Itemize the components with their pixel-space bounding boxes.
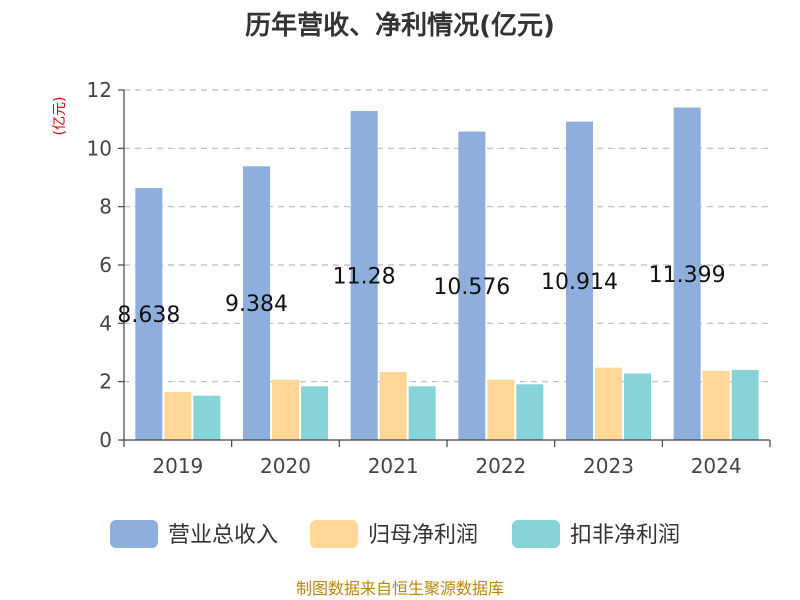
bars	[135, 107, 759, 441]
legend-label-2: 归母净利润	[368, 523, 478, 548]
data-labels: 8.638 9.384 11.28 10.576 10.914 11.399	[117, 263, 725, 328]
data-label-2024: 11.399	[649, 263, 726, 288]
bar-2021-3	[408, 386, 436, 440]
bar-2022-1	[458, 131, 486, 441]
data-label-2021: 11.28	[333, 265, 396, 290]
data-label-2022: 10.576	[433, 275, 510, 300]
y-tick-label: 8	[99, 195, 112, 219]
bar-2020-3	[301, 386, 328, 440]
legend-swatch-2	[310, 520, 358, 548]
y-axis-unit: (亿元)	[52, 97, 68, 136]
y-tick-label: 12	[87, 78, 112, 102]
bar-2024-2	[702, 370, 730, 440]
bar-2022-2	[487, 379, 515, 440]
axes: 0 2 4 6 8 10 12 2019 2020 2021 2022 2023 2024	[87, 78, 771, 478]
bar-2023-2	[595, 367, 622, 440]
source-footer: 制图数据来自恒生聚源数据库	[296, 579, 504, 598]
y-tick-label: 6	[99, 253, 112, 277]
data-label-2019: 8.638	[117, 303, 180, 328]
bar-2022-3	[516, 384, 544, 440]
bar-2021-1	[350, 111, 378, 440]
bar-2024-1	[673, 107, 701, 440]
bar-2019-2	[164, 391, 192, 440]
legend: 营业总收入 归母净利润 扣非净利润	[110, 520, 680, 548]
gridlines	[124, 89, 770, 383]
y-tick-label: 2	[99, 370, 112, 394]
data-label-2023: 10.914	[541, 270, 618, 295]
legend-swatch-3	[512, 520, 560, 548]
bar-2019-1	[135, 188, 163, 440]
bar-2021-2	[379, 372, 407, 440]
y-tick-label: 4	[99, 311, 112, 335]
data-label-2020: 9.384	[225, 292, 288, 317]
x-tick-label: 2021	[368, 454, 419, 478]
y-tick-label: 0	[99, 428, 112, 452]
legend-label-1: 营业总收入	[168, 523, 278, 548]
y-tick-label: 10	[87, 136, 112, 160]
x-tick-label: 2024	[691, 454, 742, 478]
x-tick-label: 2019	[152, 454, 203, 478]
bar-2020-1	[243, 166, 270, 441]
x-tick-label: 2023	[583, 454, 634, 478]
x-tick-label: 2022	[475, 454, 526, 478]
bar-2024-3	[731, 370, 759, 440]
bar-2020-2	[272, 379, 299, 440]
bar-2023-1	[566, 121, 593, 441]
bar-2019-3	[193, 395, 221, 440]
legend-swatch-1	[110, 520, 158, 548]
legend-label-3: 扣非净利润	[570, 523, 680, 548]
x-tick-label: 2020	[260, 454, 311, 478]
bar-2023-3	[624, 373, 651, 440]
chart-title: 历年营收、净利情况(亿元)	[245, 10, 555, 41]
